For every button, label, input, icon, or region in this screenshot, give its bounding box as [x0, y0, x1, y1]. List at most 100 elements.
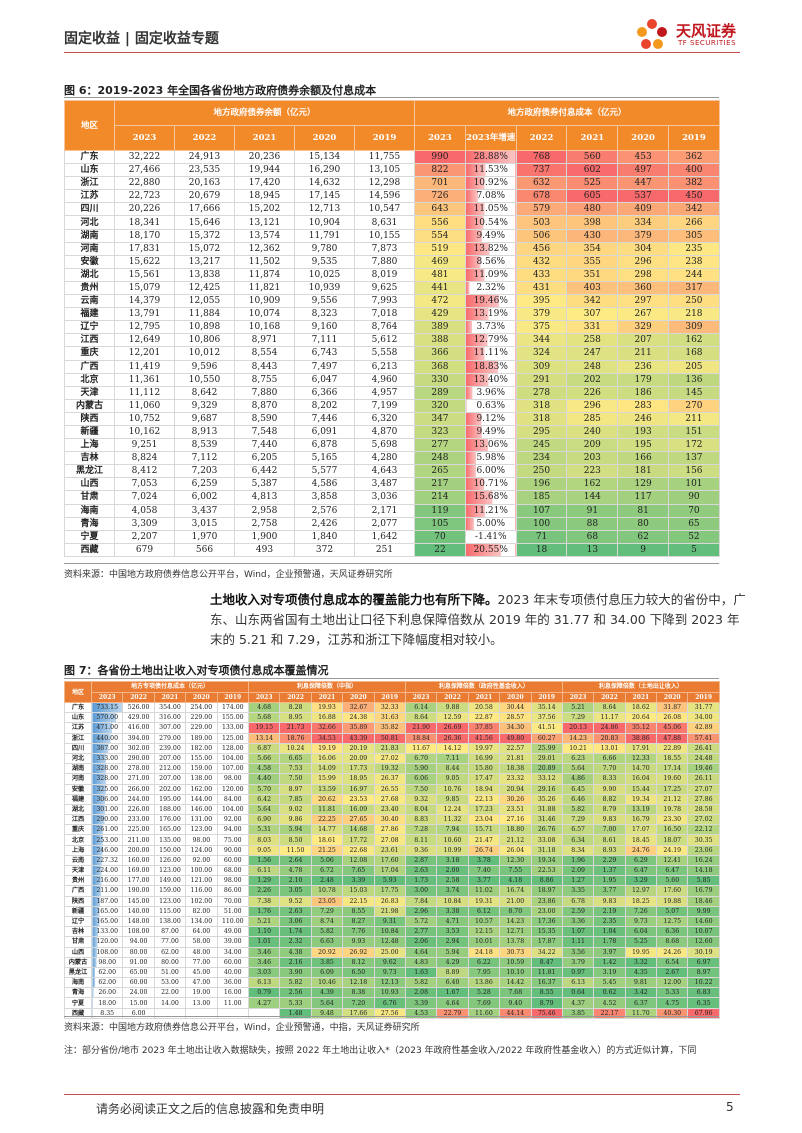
value-cell: 537	[617, 189, 670, 204]
value-cell: 1.78	[593, 936, 626, 948]
value-cell: 84.00	[216, 793, 249, 805]
logo-text-en: TF SECURITIES	[678, 39, 737, 47]
value-cell: 768	[515, 149, 568, 165]
value-cell: 126.00	[153, 854, 187, 867]
value-cell: 19.95	[624, 946, 658, 958]
value-cell: 12.60	[687, 936, 720, 948]
value-cell: 2.35	[593, 915, 626, 928]
value-cell: 7.70	[593, 763, 626, 775]
value-cell: 30.35	[687, 834, 720, 846]
value-cell: 6,320	[353, 411, 416, 426]
region-cell: 河南	[64, 773, 92, 785]
value-cell: 179	[617, 372, 670, 387]
table-row: 山东 570.00 429.00 316.00 229.00 155.00 5.68 8.95…	[64, 712, 720, 724]
value-cell: 13,217	[174, 254, 235, 269]
value-cell: 2,077	[353, 516, 416, 531]
value-cell: 1.01	[247, 936, 281, 948]
table-row: 江苏 22,723 20,679 18,945 17,145 14,596 726 7.08%…	[64, 189, 720, 204]
value-cell: 82.00	[185, 905, 218, 917]
value-cell: 8.79	[530, 997, 563, 1009]
value-cell: 24.48	[687, 752, 720, 765]
value-cell: 94.00	[216, 824, 249, 836]
value-cell: 17.47	[467, 773, 501, 785]
value-cell: 4.38	[279, 946, 312, 958]
value-cell: 4.39	[310, 987, 344, 999]
value-cell: 155.00	[185, 752, 218, 765]
value-cell: 6.47	[624, 864, 658, 877]
value-cell: 8.97	[279, 783, 312, 795]
value-cell: 80.00	[153, 956, 187, 968]
region-cell: 江苏	[64, 722, 92, 734]
value-cell: 7,497	[294, 359, 355, 374]
value-cell: 41.51	[530, 722, 563, 734]
value-cell: 21.98	[373, 905, 406, 917]
value-cell: 20.55%	[464, 542, 517, 557]
value-cell: 29.01	[530, 752, 563, 765]
value-cell: 108.00	[90, 946, 124, 958]
region-cell: 云南	[64, 854, 92, 867]
value-cell: 11.32	[436, 814, 469, 826]
value-cell: 182.00	[185, 742, 218, 754]
value-cell: 234	[515, 451, 568, 466]
value-cell: 277	[414, 438, 466, 453]
value-cell: 144	[566, 490, 619, 505]
value-cell: 174.00	[216, 701, 249, 714]
value-cell: 7,024	[114, 490, 175, 505]
value-cell: 217	[414, 477, 466, 492]
value-cell: 195.00	[153, 793, 187, 805]
value-cell: 48.00	[185, 946, 218, 958]
value-cell: 22.25	[310, 814, 344, 826]
value-cell: 11,419	[114, 359, 175, 374]
data-table: 地区 地方政府债券余额（亿元） 地方政府债券付息成本（亿元） 2023 2022 2021…	[64, 100, 720, 557]
value-cell: 5.85	[687, 875, 720, 887]
region-cell: 浙江	[64, 176, 115, 191]
table-row: 云南 14,379 12,055 10,909 9,556 7,993 472 19.46% 3…	[64, 294, 720, 309]
value-cell: 8.82	[593, 793, 626, 805]
table-row: 贵州 216.00 177.00 149.00 121.00 98.00 1.29 2.10 2…	[64, 875, 720, 887]
value-cell: 11,361	[114, 372, 175, 387]
value-cell: 49.80	[499, 732, 532, 744]
value-cell: 155.00	[216, 712, 249, 724]
value-cell: 5.82	[310, 926, 344, 938]
value-cell: 123.00	[153, 895, 187, 907]
value-cell: 6,878	[294, 438, 355, 453]
value-cell: 6.57	[561, 824, 595, 836]
value-cell: 3.05	[279, 885, 312, 897]
value-cell: 7.65	[342, 864, 375, 877]
value-cell: 7.94	[436, 824, 469, 836]
value-cell: 1.29	[247, 875, 281, 887]
table-row: 黑龙江 8,412 7,203 6,442 5,577 4,643 265 6.00% 250 2…	[64, 464, 720, 479]
value-cell: 15,372	[174, 228, 235, 243]
value-cell: 7.50	[279, 773, 312, 785]
value-cell: 493	[234, 542, 295, 557]
value-cell: 20.09	[342, 752, 375, 765]
value-cell: 1,840	[294, 529, 355, 544]
value-cell: 726	[414, 189, 466, 204]
value-cell: 26.92	[342, 946, 375, 958]
value-cell: 354.00	[153, 701, 187, 714]
value-cell: 3.19	[593, 966, 626, 979]
value-cell: 24.76	[624, 844, 658, 856]
value-cell: 266	[668, 215, 720, 230]
header-rule	[64, 52, 740, 53]
value-cell: 15.03	[342, 885, 375, 897]
region-cell: 黑龙江	[64, 966, 92, 979]
header-cell: 2023	[414, 125, 466, 151]
value-cell: 6,002	[174, 490, 235, 505]
value-cell: 34.00	[687, 712, 720, 724]
value-cell: 6.06	[404, 773, 438, 785]
value-cell: 2.00	[436, 864, 469, 877]
value-cell: 36.00	[216, 977, 249, 989]
value-cell: 21.81	[499, 752, 532, 765]
value-cell: 6.23	[561, 752, 595, 765]
value-cell: 10.24	[279, 742, 312, 754]
value-cell: 3.56	[561, 946, 595, 958]
value-cell: 6.22	[467, 956, 501, 968]
value-cell: 375	[515, 320, 568, 335]
value-cell: 678	[515, 189, 568, 204]
value-cell: 68.00	[216, 864, 249, 877]
value-cell: 11.81	[530, 966, 563, 979]
value-cell: 525	[566, 176, 619, 191]
value-cell: 218	[668, 307, 720, 322]
value-cell: 12,362	[234, 241, 295, 256]
